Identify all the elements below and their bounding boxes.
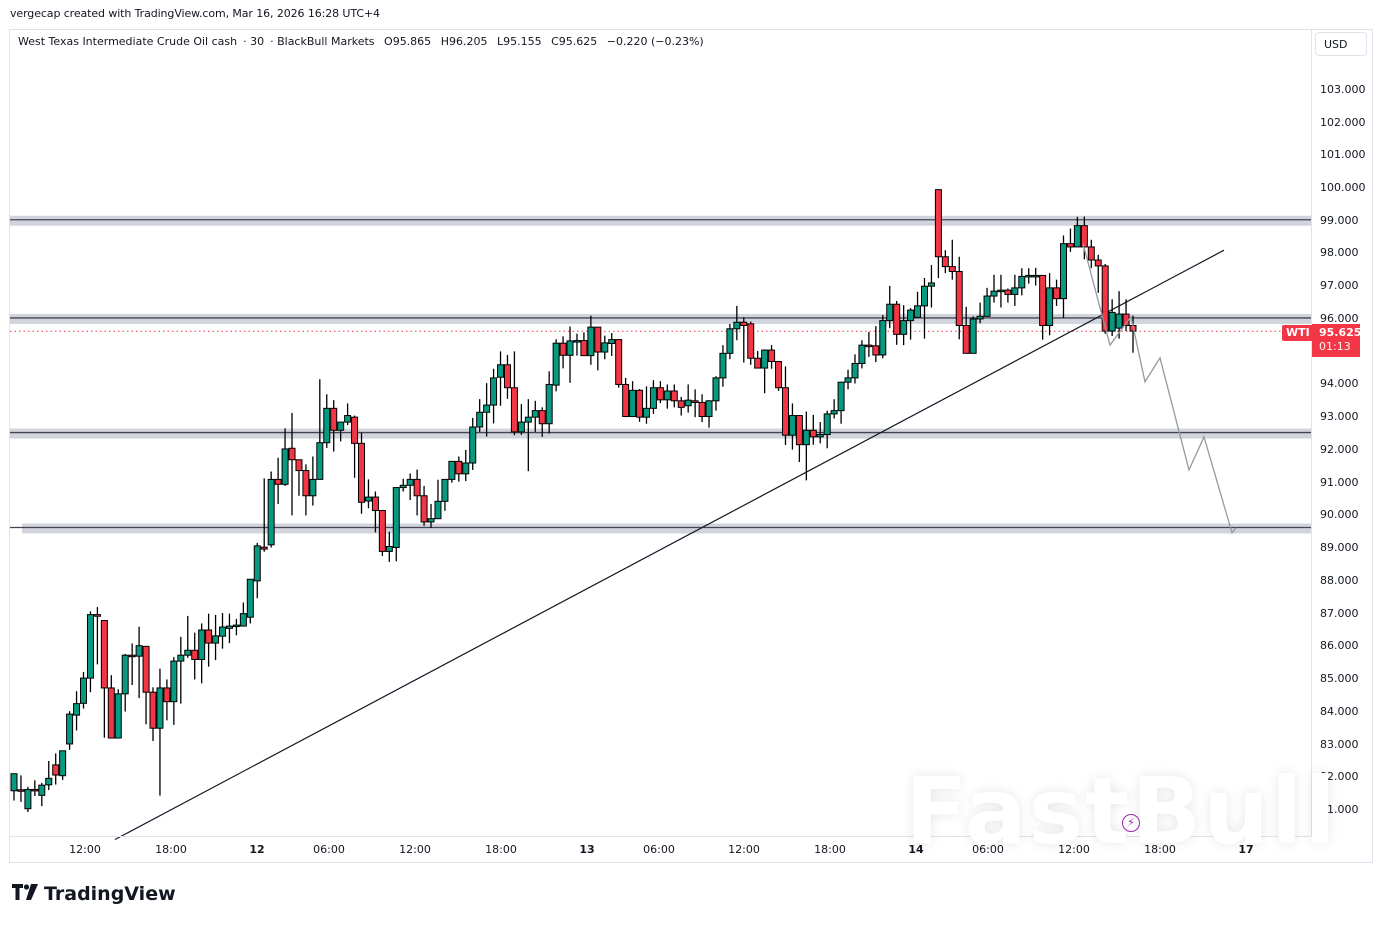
symbol-legend: West Texas Intermediate Crude Oil cash · … xyxy=(18,35,704,48)
time-tick: 18:00 xyxy=(155,843,187,856)
price-tick: 96.000 xyxy=(1320,311,1359,325)
price-tick: 81.000 xyxy=(1320,803,1359,817)
price-tick: 97.000 xyxy=(1320,279,1359,293)
price-tick: 93.000 xyxy=(1320,410,1359,424)
price-tick: 103.000 xyxy=(1320,82,1366,96)
time-tick: 06:00 xyxy=(643,843,675,856)
price-tick: 100.000 xyxy=(1320,181,1366,194)
last-price: 95.625 xyxy=(1319,326,1362,339)
price-tick: 87.000 xyxy=(1320,606,1359,620)
price-tick: 90.000 xyxy=(1320,508,1359,522)
symbol-name[interactable]: West Texas Intermediate Crude Oil cash xyxy=(18,35,238,48)
time-tick: 13 xyxy=(579,843,595,856)
time-tick: 12:00 xyxy=(728,843,760,856)
time-tick: 12 xyxy=(249,843,265,856)
candlesticks xyxy=(10,189,1137,813)
interval[interactable]: 30 xyxy=(250,35,265,48)
time-tick: 17 xyxy=(1238,843,1254,856)
price-tick: 94.000 xyxy=(1320,377,1359,391)
ohlc-open: O95.865 xyxy=(384,35,432,48)
price-axis[interactable] xyxy=(1311,30,1374,836)
price-tick: 98.000 xyxy=(1320,246,1359,260)
time-tick: 06:00 xyxy=(313,843,345,856)
last-price-tag: 95.625 01:13 xyxy=(1312,324,1362,357)
time-tick: 12:00 xyxy=(69,843,101,856)
price-tick: 101.000 xyxy=(1320,148,1366,162)
currency-button[interactable]: USD xyxy=(1315,32,1367,56)
time-tick: 12:00 xyxy=(1058,843,1090,856)
time-axis[interactable] xyxy=(10,836,1311,863)
projection-path xyxy=(1082,243,1237,535)
time-tick: 18:00 xyxy=(485,843,517,856)
time-tick: 18:00 xyxy=(814,843,846,856)
price-tick: 85.000 xyxy=(1320,672,1359,686)
tv-logo-icon xyxy=(12,883,38,905)
price-tick: 89.000 xyxy=(1320,541,1359,555)
time-tick: 06:00 xyxy=(972,843,1004,856)
price-tick: 99.000 xyxy=(1320,213,1359,227)
lightning-icon[interactable]: ⚡ xyxy=(1122,814,1140,832)
price-tick: 88.000 xyxy=(1320,573,1359,587)
ohlc-high: H96.205 xyxy=(440,35,488,48)
price-tick: 86.000 xyxy=(1320,639,1359,653)
time-tick: 18:00 xyxy=(1144,843,1176,856)
price-tick: 83.000 xyxy=(1320,737,1359,751)
bar-countdown: 01:13 xyxy=(1319,340,1351,353)
broker: BlackBull Markets xyxy=(277,35,375,48)
support-resistance-zones xyxy=(10,215,1311,534)
price-tick: 84.000 xyxy=(1320,704,1359,718)
symbol-tag: WTI xyxy=(1282,325,1314,341)
chart-frame xyxy=(9,29,1373,863)
ohlc-close: C95.625 xyxy=(551,35,598,48)
price-tick: 91.000 xyxy=(1320,475,1359,489)
time-tick: 12:00 xyxy=(399,843,431,856)
tv-logo-text: TradingView xyxy=(44,883,176,905)
price-tick: 102.000 xyxy=(1320,115,1366,129)
ohlc-low: L95.155 xyxy=(496,35,542,48)
trendline xyxy=(114,249,1225,841)
price-change: −0.220 (−0.23%) xyxy=(606,35,704,48)
price-tick: 82.000 xyxy=(1320,770,1359,784)
chart-credit: vergecap created with TradingView.com, M… xyxy=(10,7,380,20)
time-tick: 14 xyxy=(908,843,924,856)
tradingview-logo[interactable]: TradingView xyxy=(12,883,176,905)
fastbull-watermark: FastBull xyxy=(905,758,1338,865)
price-tick: 92.000 xyxy=(1320,442,1359,456)
